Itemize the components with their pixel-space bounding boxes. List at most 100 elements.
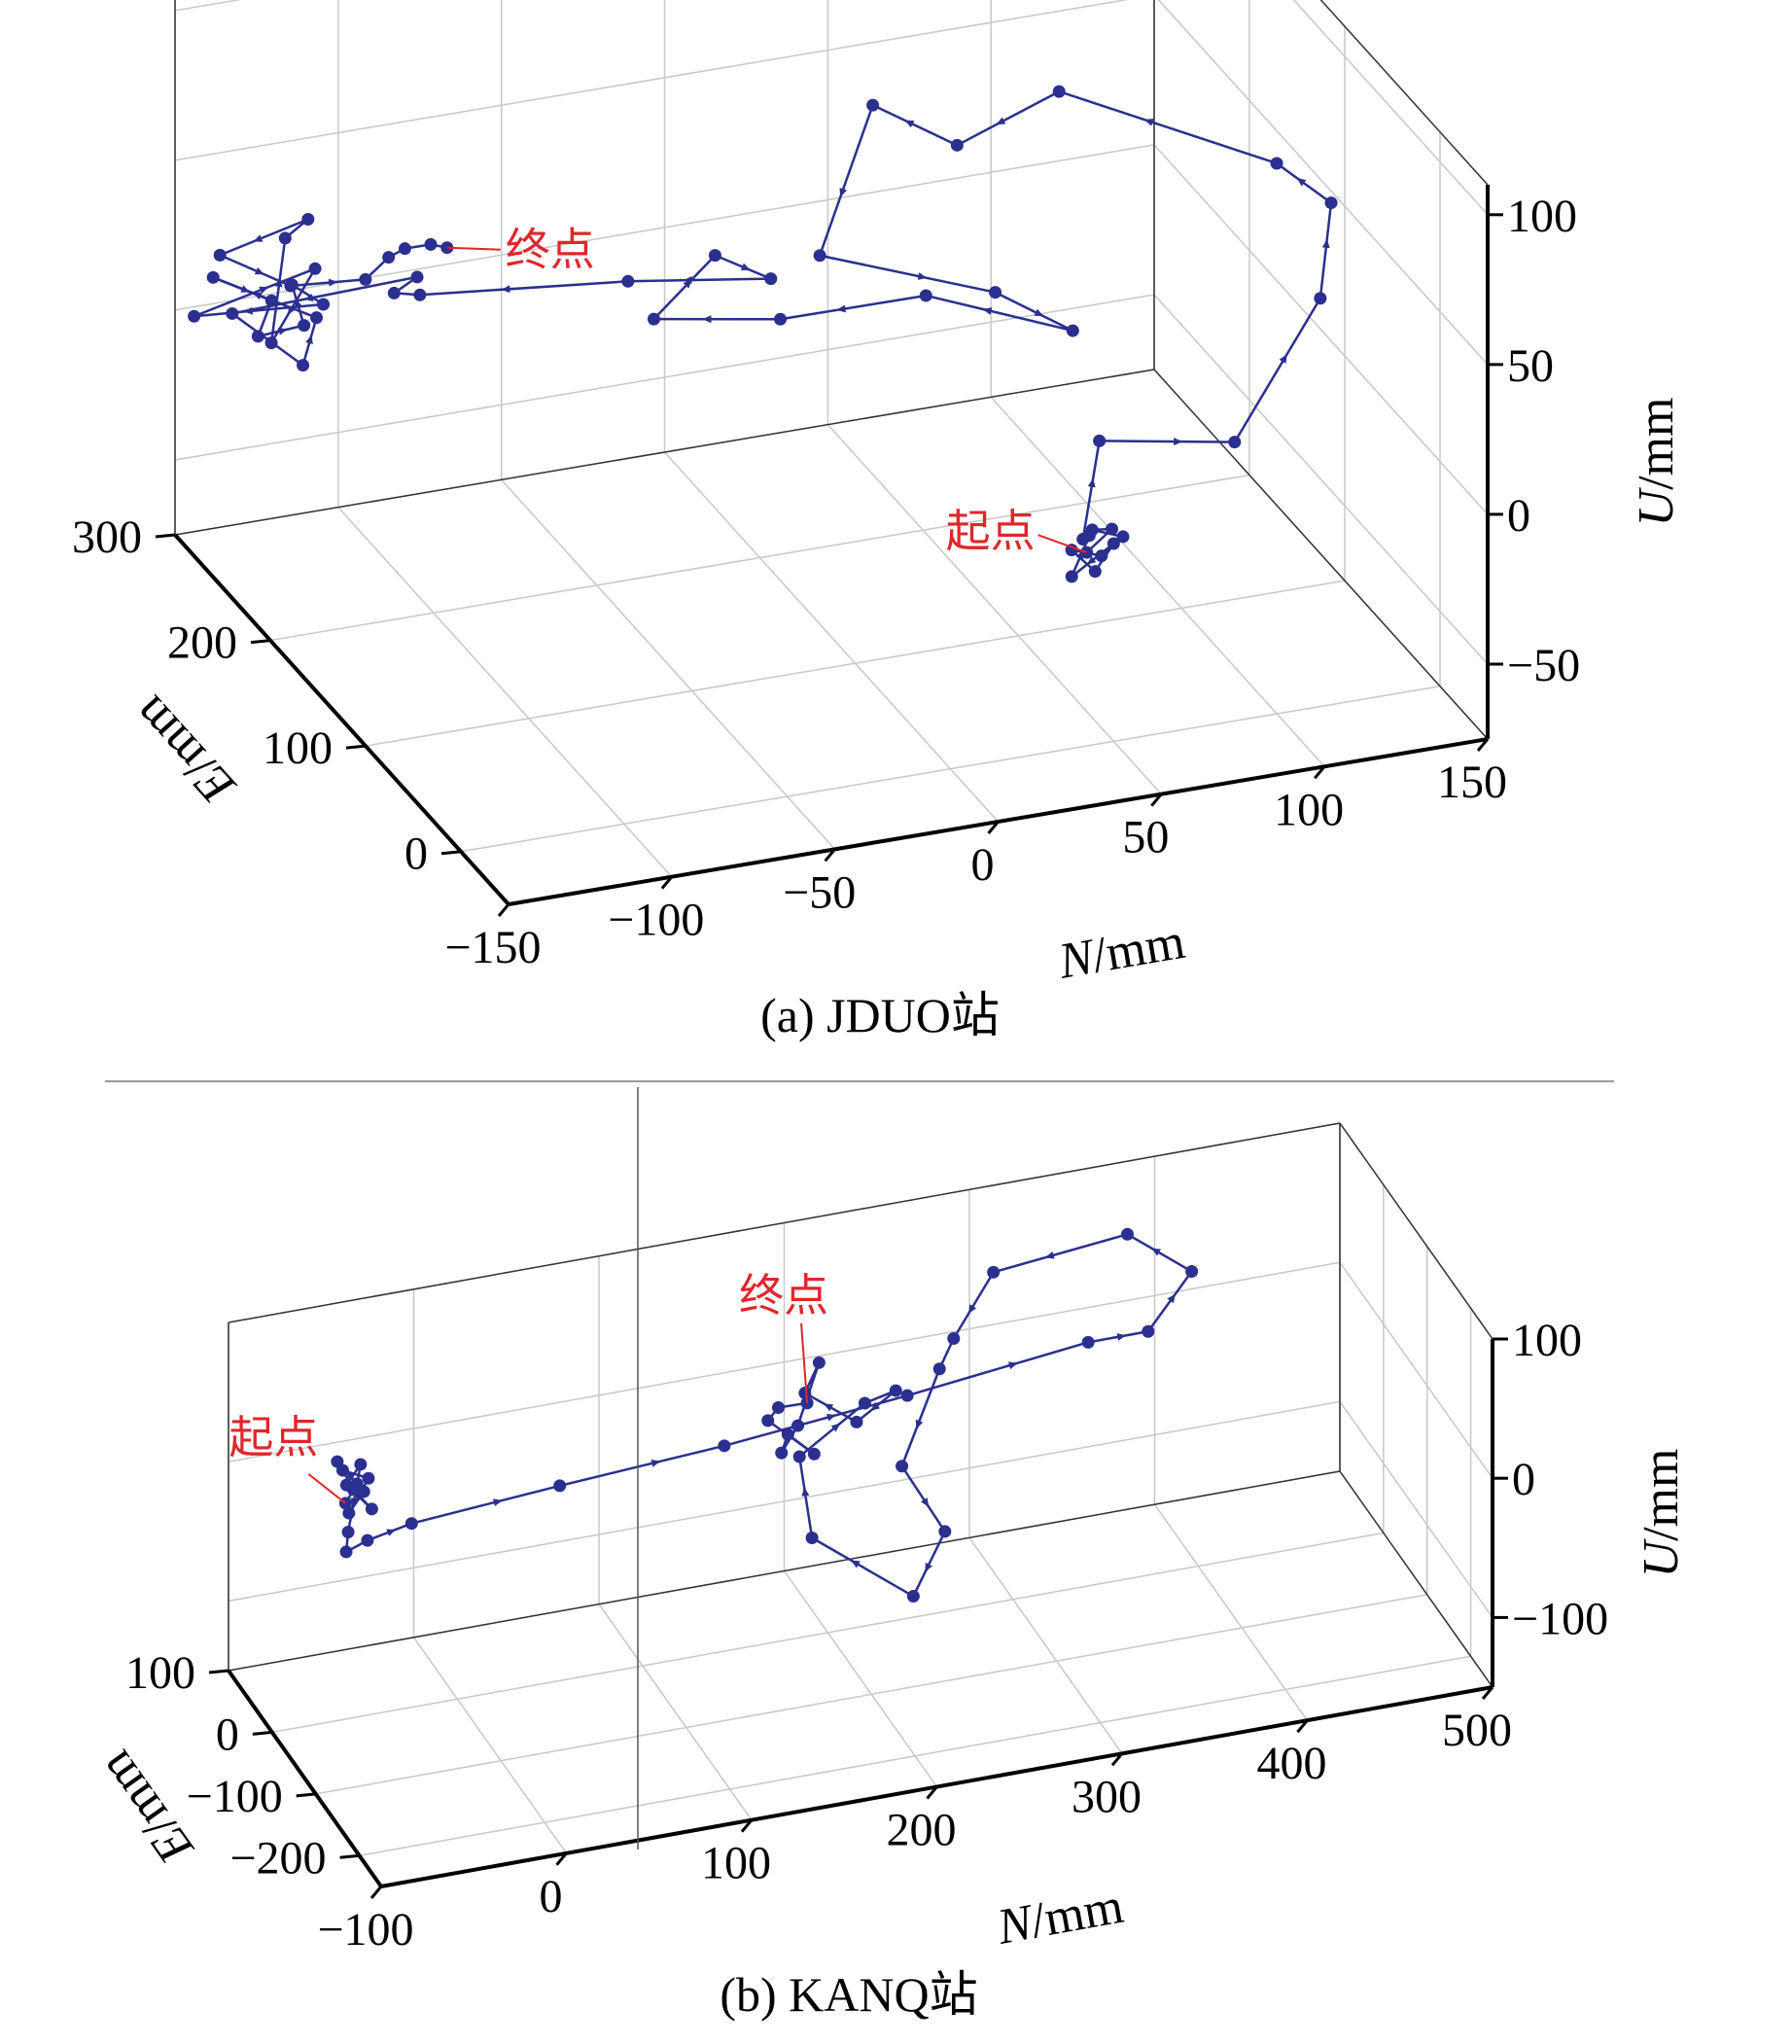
trajectory-point	[251, 330, 264, 343]
trajectory-point	[1142, 1324, 1155, 1338]
trajectory-segment	[410, 1484, 560, 1525]
x-tick-label: 400	[1257, 1738, 1327, 1789]
trajectory-point	[1095, 549, 1108, 563]
grid-line-floor-x	[663, 451, 1000, 823]
trajectory-segment	[811, 1536, 914, 1598]
trajectory-arrow	[836, 304, 847, 313]
trajectory-point	[896, 1460, 909, 1473]
trajectory-segment	[1058, 89, 1278, 165]
z-tick-label: 100	[1512, 1315, 1582, 1366]
trajectory-point	[310, 311, 324, 325]
trajectory-arrow	[254, 266, 264, 275]
grid-line-back-z	[228, 1261, 1341, 1463]
trajectory-segment	[780, 294, 927, 321]
trajectory-point	[708, 249, 721, 263]
grid-line-floor-y	[271, 1532, 1384, 1734]
trajectory-point	[647, 312, 660, 326]
y-tick	[208, 1669, 229, 1674]
y-tick-label: −100	[187, 1771, 283, 1822]
trajectory-segment	[1081, 441, 1101, 540]
trajectory-arrow	[1167, 1293, 1176, 1304]
x-tick	[1476, 738, 1490, 752]
z-tick-label: 100	[1507, 191, 1577, 242]
trajectory-segment	[559, 1444, 725, 1488]
trajectory-arrow	[830, 1423, 841, 1432]
z-tick-label: −100	[1512, 1593, 1608, 1644]
y-tick-label: 300	[72, 511, 142, 563]
grid-line-side-z	[1292, 0, 1489, 216]
grid-line-side-z	[1153, 294, 1489, 665]
trajectory-point	[424, 237, 438, 251]
trajectory-arrow	[350, 1498, 359, 1507]
trajectory-arrow	[650, 1460, 661, 1467]
trajectory-point	[317, 298, 331, 311]
trajectory-point	[1270, 157, 1283, 170]
trajectory-arrow	[982, 307, 993, 315]
trajectory-point	[621, 274, 635, 288]
trajectory-arrow	[801, 1487, 810, 1497]
y-axis-line	[227, 1669, 383, 1888]
trajectory-point	[553, 1479, 567, 1493]
trajectory-segment	[912, 1531, 946, 1598]
trajectory-point	[284, 279, 298, 293]
panel-b-caption: (b) KANQ站	[720, 1967, 977, 2022]
trajectory-arrow	[1321, 238, 1330, 249]
x-tick-label: 500	[1442, 1705, 1512, 1756]
grid-line-back-z	[174, 294, 1155, 461]
annotation-leader	[800, 1322, 809, 1403]
y-tick-label: −200	[229, 1832, 326, 1884]
x-axis-title-unit: /mm	[1088, 914, 1189, 984]
trajectory-segment	[798, 1402, 866, 1458]
trajectory-point	[410, 270, 424, 284]
trajectory-arrow	[1279, 354, 1287, 364]
y-tick-label: 0	[404, 828, 428, 880]
grid-line-floor-y	[359, 1655, 1471, 1857]
trajectory-point	[335, 1463, 349, 1477]
x-tick	[740, 1818, 754, 1833]
trajectory-point	[1093, 434, 1107, 447]
trajectory-arrow	[1006, 1361, 1018, 1370]
trajectory-point	[188, 309, 201, 323]
z-axis-title-variable: U	[1634, 1537, 1689, 1577]
trajectory-point	[798, 1387, 812, 1400]
trajectory-point	[858, 1396, 871, 1410]
trajectory-segment	[906, 1341, 1089, 1397]
trajectory-point	[774, 312, 788, 326]
x-tick-label: 300	[1072, 1771, 1142, 1822]
trajectory-point	[339, 1545, 353, 1559]
trajectory-point	[1065, 570, 1078, 583]
y-axis-title: E/mm	[123, 686, 247, 815]
grid-line-back-z	[174, 0, 1130, 161]
trajectory-segment	[419, 280, 628, 297]
trajectory-segment	[652, 254, 717, 320]
trajectory-point	[987, 1265, 1001, 1279]
box-edge	[1339, 1122, 1493, 1340]
trajectory-point	[889, 1384, 902, 1397]
trajectory-segment	[819, 254, 996, 294]
x-tick-label: 100	[701, 1838, 771, 1889]
trajectory-point	[950, 138, 964, 152]
trajectory-point	[1314, 292, 1327, 305]
trajectory-point	[866, 98, 880, 112]
trajectory-point	[850, 1415, 863, 1428]
trajectory-point	[341, 1526, 355, 1539]
y-tick	[250, 639, 271, 645]
trajectory-segment	[193, 267, 316, 318]
trajectory-arrow	[916, 272, 928, 280]
y-tick	[440, 850, 462, 856]
z-axis-title-variable: U	[1629, 486, 1684, 526]
x-tick	[824, 848, 836, 863]
trajectory-segment	[290, 278, 366, 288]
box-edge	[1153, 369, 1489, 740]
trajectory-segment	[995, 291, 1073, 333]
trajectory-segment	[1126, 1233, 1193, 1273]
z-tick-label: 0	[1507, 490, 1530, 542]
trajectory-point	[206, 270, 220, 284]
trajectory-segment	[925, 294, 1073, 333]
trajectory-point	[932, 1362, 946, 1376]
annotation-leader	[1037, 534, 1087, 554]
trajectory-point	[1107, 537, 1120, 550]
trajectory-point	[413, 288, 427, 301]
z-tick-label: −50	[1507, 640, 1580, 691]
trajectory-point	[213, 248, 227, 262]
